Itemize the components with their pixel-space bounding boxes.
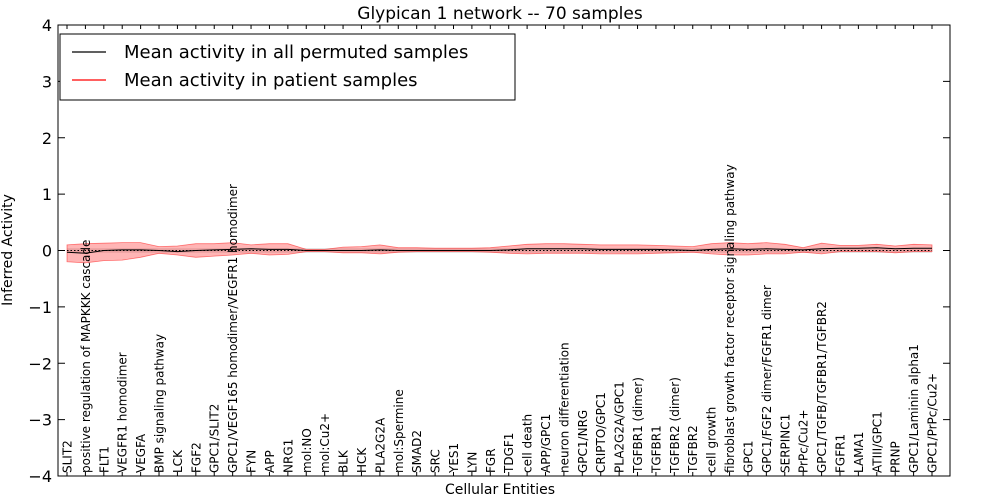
x-tick-label: GPC1/NRG xyxy=(576,410,590,473)
x-tick-label: FGF2 xyxy=(189,442,203,473)
x-tick-label: TGFBR1 xyxy=(649,425,663,474)
y-tick-label: −4 xyxy=(28,467,52,486)
x-tick-label: FGR xyxy=(484,448,498,473)
x-tick-label: GPC1/Laminin alpha1 xyxy=(907,344,921,473)
plot-area: 4 3 2 1 0 −1 −2 −3 −4 SLIT2 positive regulation of… xyxy=(28,16,951,486)
x-tick-label: SMAD2 xyxy=(410,430,424,473)
x-tick-label: GPC1/SLIT2 xyxy=(208,404,222,473)
legend-label-patient: Mean activity in patient samples xyxy=(124,70,418,91)
x-axis-label: Cellular Entities xyxy=(445,482,555,498)
x-tick-label: cell death xyxy=(521,414,535,473)
chart-title: Glypican 1 network -- 70 samples xyxy=(357,4,643,24)
y-tick-label: 1 xyxy=(42,185,52,204)
y-tick-label: −3 xyxy=(28,411,52,430)
x-tick-label: positive regulation of MAPKKK cascade xyxy=(79,240,93,473)
x-tick-label: BMP signaling pathway xyxy=(153,334,167,473)
y-axis-label: Inferred Activity xyxy=(0,194,16,306)
x-tick-label: VEGFA xyxy=(134,433,148,473)
x-tick-label: PLA2G2A xyxy=(373,417,387,473)
x-tick-label: TGFBR1 (dimer) xyxy=(631,377,645,474)
x-tick-label: TDGF1 xyxy=(502,433,516,474)
x-tick-label: neuron differentiation xyxy=(557,342,571,473)
x-tick-label: GPC1 xyxy=(742,440,756,473)
legend-box xyxy=(59,33,516,101)
x-tick-label: FLT1 xyxy=(97,446,111,473)
x-tick-label: FGFR1 xyxy=(834,434,848,473)
y-tick-label: 2 xyxy=(42,129,52,148)
x-tick-label: SRC xyxy=(429,449,443,473)
x-tick-label: BLK xyxy=(337,449,351,473)
x-tick-label: PrPc/Cu2+ xyxy=(797,409,811,473)
x-tick-label: LYN xyxy=(465,452,479,473)
y-tick-label: 0 xyxy=(42,242,52,261)
y-tick-label: 4 xyxy=(42,16,52,35)
x-tick-label: ATIII/GPC1 xyxy=(870,411,884,473)
y-tick-label: 3 xyxy=(42,72,52,91)
x-tick-label: APP xyxy=(263,450,277,473)
x-tick-label: mol:Cu2+ xyxy=(318,413,332,473)
x-tick-label: GPC1/TGFB/TGFBR1/TGFBR2 xyxy=(815,301,829,473)
x-tick-label: TGFBR2 (dimer) xyxy=(668,377,682,474)
y-tick-label: −2 xyxy=(28,354,52,373)
x-tick-label: cell growth xyxy=(705,407,719,473)
x-tick-label: APP/GPC1 xyxy=(539,414,553,473)
legend-label-permuted: Mean activity in all permuted samples xyxy=(124,42,468,63)
x-tick-label: LAMA1 xyxy=(852,432,866,473)
x-tick-label: GPC1/VEGF165 homodimer/VEGFR1 homodimer xyxy=(226,184,240,473)
legend: Mean activity in all permuted samples Me… xyxy=(59,33,516,101)
x-tick-label: NRG1 xyxy=(281,439,295,473)
x-tick-label: GPC1/PrPc/Cu2+ xyxy=(926,373,940,473)
x-tick-label: YES1 xyxy=(447,443,461,474)
x-tick-label: CRIPTO/GPC1 xyxy=(594,392,608,473)
x-tick-label: mol:Spermine xyxy=(392,389,406,473)
x-tick-label: PLA2G2A/GPC1 xyxy=(613,381,627,473)
x-tick-label: fibroblast growth factor receptor signal… xyxy=(723,164,737,473)
y-tick-label: −1 xyxy=(28,298,52,317)
permuted-mean-line xyxy=(66,247,932,254)
x-tick-label: TGFBR2 xyxy=(686,425,700,474)
x-tick-label: PRNP xyxy=(889,441,903,473)
x-tick-label: LCK xyxy=(171,449,185,473)
x-tick-label: FYN xyxy=(245,450,259,473)
x-tick-label: GPC1/FGF2 dimer/FGFR1 dimer xyxy=(760,285,774,473)
x-tick-label: VEGFR1 homodimer xyxy=(116,352,130,473)
activity-band xyxy=(66,242,933,264)
x-tick-label: SLIT2 xyxy=(61,440,75,473)
x-tick-label: SERPINC1 xyxy=(778,414,792,473)
x-tick-label: HCK xyxy=(355,447,369,473)
x-tick-label: mol:NO xyxy=(300,428,314,473)
